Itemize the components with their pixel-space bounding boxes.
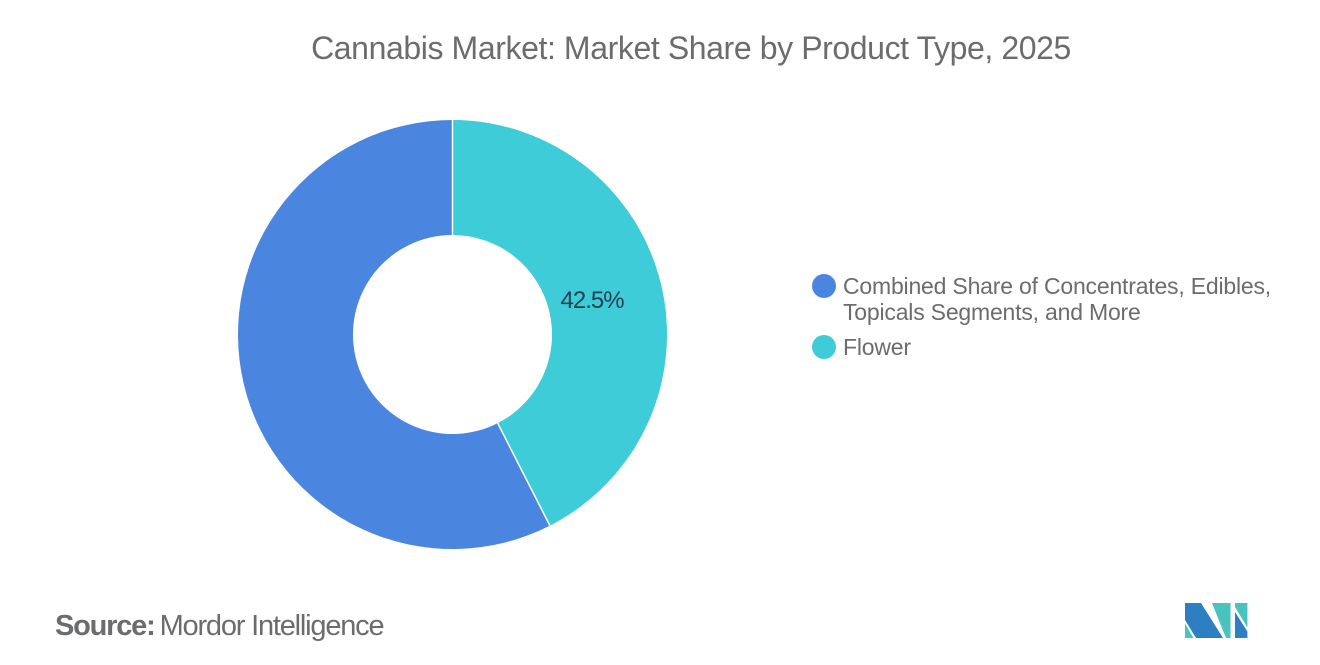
legend-marker-flower xyxy=(812,335,836,359)
logo-blue-band xyxy=(1185,603,1223,638)
chart-legend: Combined Share of Concentrates, Edibles,… xyxy=(812,273,1282,369)
logo-blue-right xyxy=(1235,612,1248,638)
donut-slice[interactable] xyxy=(452,120,667,526)
logo-teal-mid xyxy=(1212,603,1231,638)
slice-separator xyxy=(497,422,551,526)
legend-item-combined[interactable]: Combined Share of Concentrates, Edibles,… xyxy=(812,273,1282,325)
chart-title: Cannabis Market: Market Share by Product… xyxy=(311,30,1071,66)
donut-slices xyxy=(237,120,667,549)
logo-teal-right xyxy=(1235,603,1248,628)
slice-data-label: 42.5% xyxy=(560,287,625,314)
mordor-intelligence-logo xyxy=(1185,603,1248,638)
legend-marker-combined xyxy=(812,274,836,298)
source-label: Source: xyxy=(55,610,156,642)
logo-teal-corner xyxy=(1185,623,1194,638)
source-value: Mordor Intelligence xyxy=(159,610,385,642)
donut-slice[interactable] xyxy=(237,120,550,549)
legend-label-flower: Flower xyxy=(843,334,911,360)
source-row: Source: Mordor Intelligence xyxy=(55,610,385,642)
legend-label-combined: Combined Share of Concentrates, Edibles,… xyxy=(843,273,1271,325)
legend-item-flower[interactable]: Flower xyxy=(812,334,1282,360)
